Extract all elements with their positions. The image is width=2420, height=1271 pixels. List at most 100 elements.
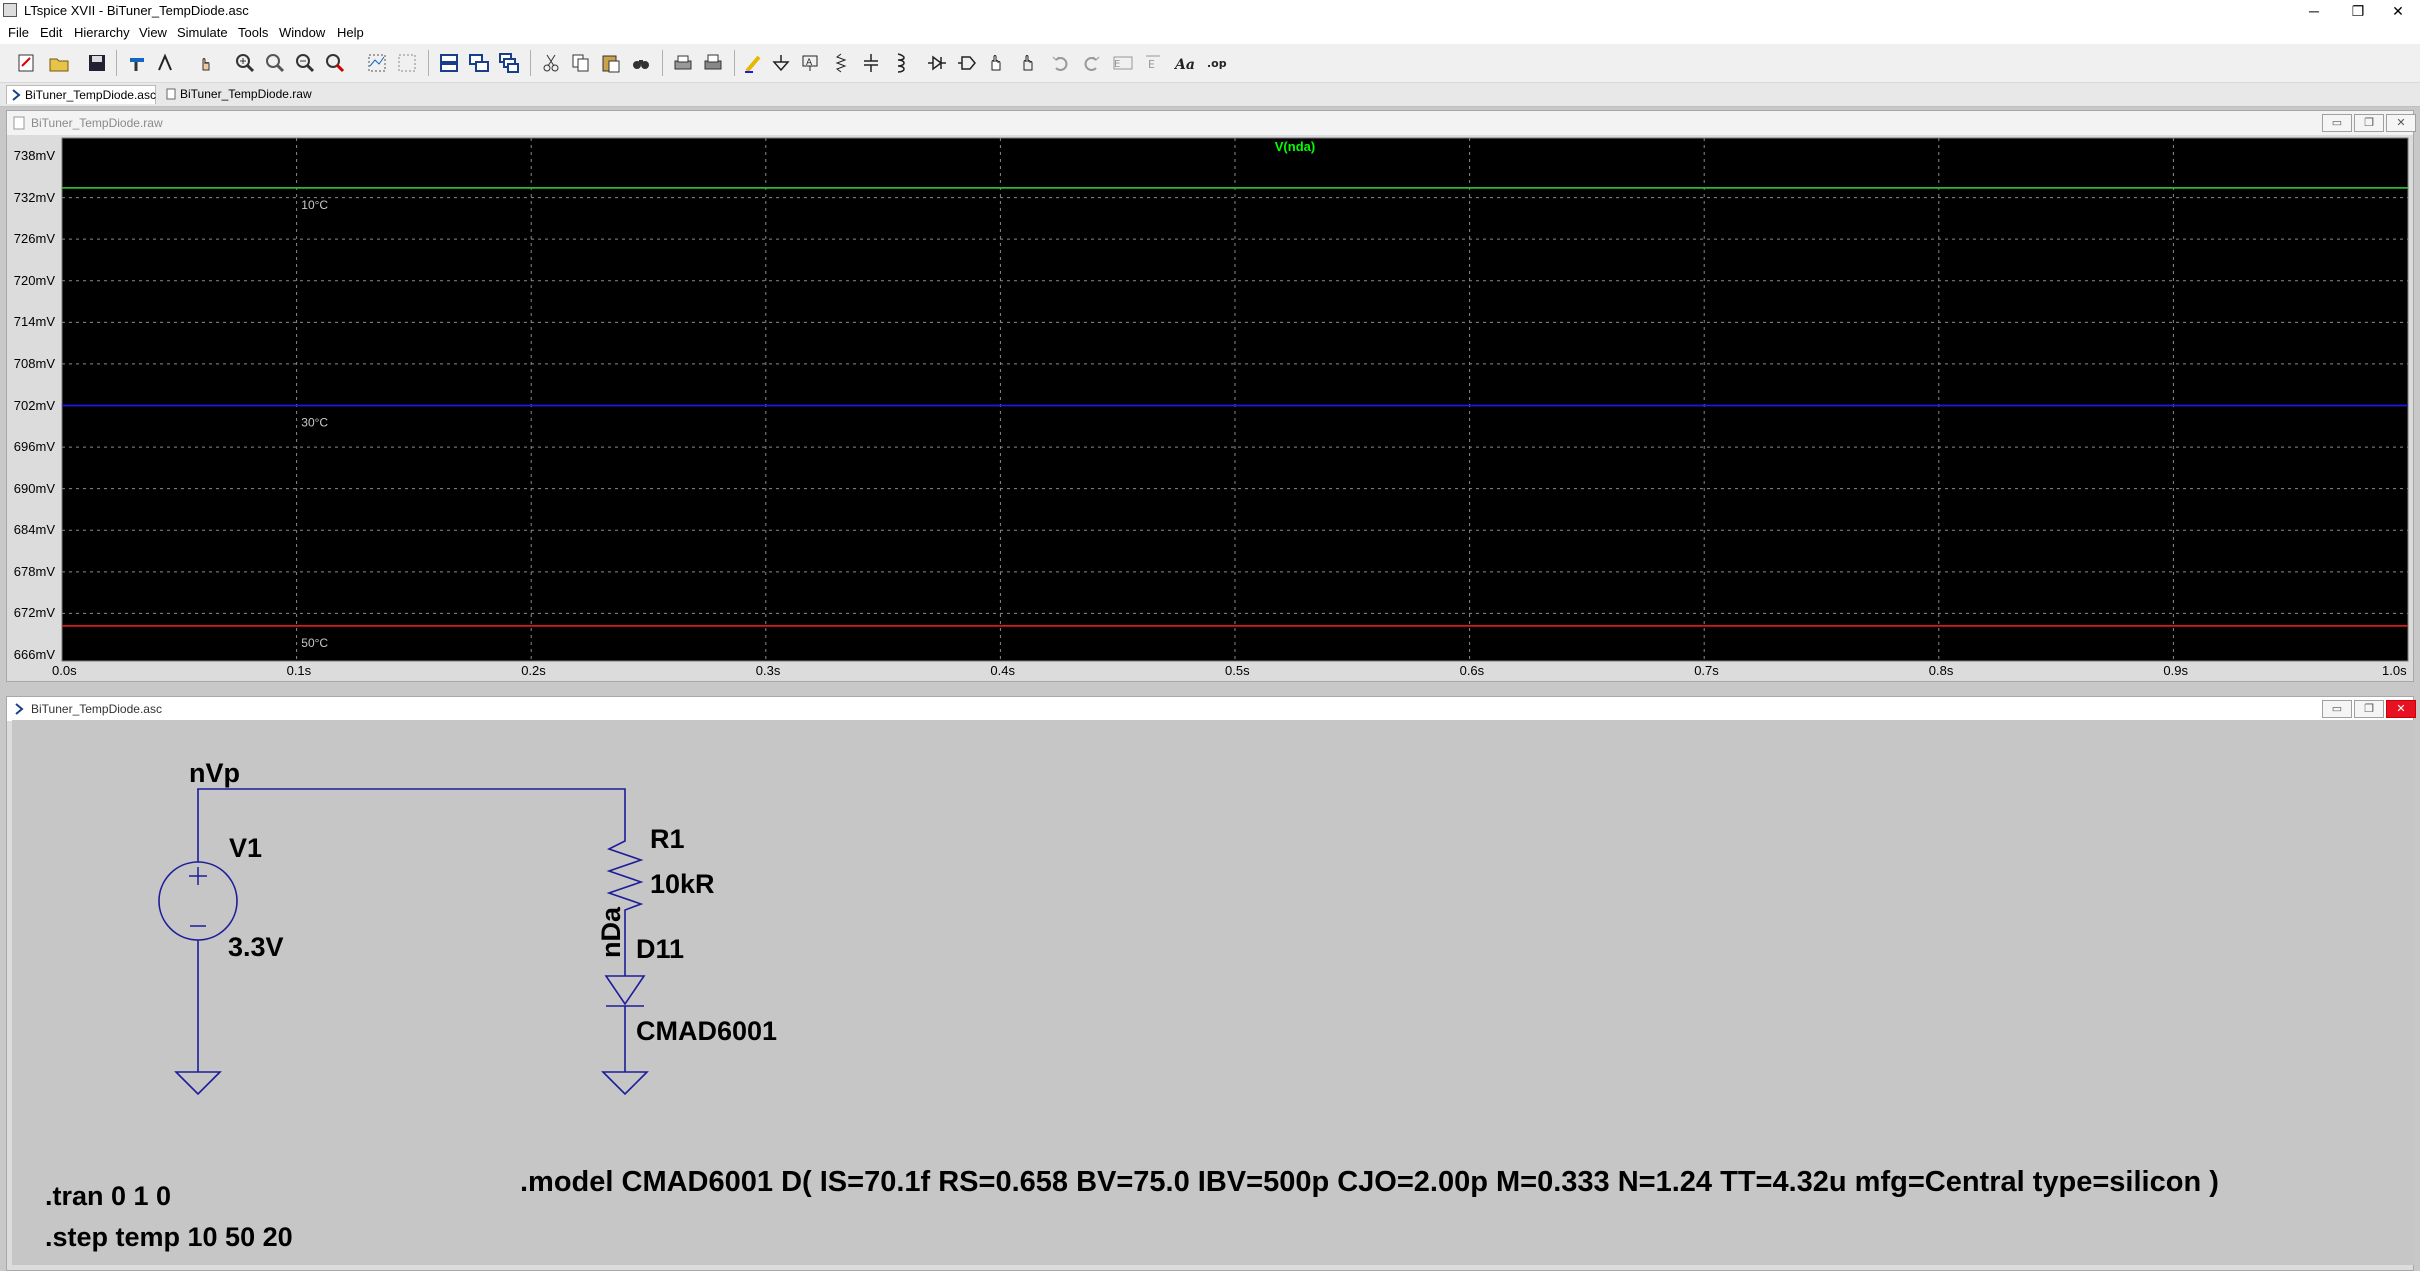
title-bar: LTspice XVII - BiTuner_TempDiode.asc ─ ❐… [0, 0, 2420, 22]
capacitor-icon[interactable] [858, 50, 884, 76]
rotate-icon[interactable]: E [1110, 50, 1136, 76]
v1-name[interactable]: V1 [229, 833, 263, 863]
x-tick-label: 0.3s [755, 663, 781, 678]
new-schematic-icon[interactable] [14, 50, 40, 76]
waveform-restore-button[interactable]: ❐ [2354, 114, 2384, 132]
trace-title[interactable]: V(nda) [1275, 139, 1315, 154]
draw-wire-icon[interactable] [740, 50, 766, 76]
cut-icon[interactable] [538, 50, 564, 76]
halt-icon[interactable] [194, 50, 220, 76]
v1-plus-icon [189, 867, 207, 885]
y-tick-label: 726mV [13, 231, 55, 247]
restore-button[interactable]: ❐ [2351, 3, 2365, 19]
x-tick-label: 0.6s [1459, 663, 1485, 678]
window-title: LTspice XVII - BiTuner_TempDiode.asc [24, 3, 249, 18]
move-icon[interactable] [984, 50, 1010, 76]
tile-vertical-icon[interactable] [466, 50, 492, 76]
y-tick-label: 738mV [13, 148, 55, 163]
autorange-icon[interactable] [364, 50, 390, 76]
menu-window[interactable]: Window [279, 25, 326, 40]
waveform-minimize-button[interactable]: ▭ [2322, 114, 2352, 132]
directive-step[interactable]: .step temp 10 50 20 [45, 1222, 293, 1252]
waveform-close-button[interactable]: ✕ [2386, 114, 2416, 132]
diode-d11-icon[interactable] [604, 975, 646, 1072]
component-icon[interactable] [954, 50, 980, 76]
mirror-icon[interactable]: E [1140, 50, 1166, 76]
menu-bar: File Edit Hierarchy View Simulate Tools … [0, 22, 2420, 44]
menu-tools[interactable]: Tools [238, 25, 269, 40]
r1-value[interactable]: 10kR [650, 869, 715, 899]
menu-edit[interactable]: Edit [40, 25, 63, 40]
control-panel-icon[interactable] [124, 50, 150, 76]
svg-text:Aa: Aa [1174, 57, 1195, 73]
directive-model[interactable]: .model CMAD6001 D( IS=70.1f RS=0.658 BV=… [520, 1166, 2219, 1198]
schematic-minimize-button[interactable]: ▭ [2322, 700, 2352, 718]
series-label: 50°C [301, 636, 328, 650]
zoom-in-icon[interactable] [232, 50, 258, 76]
resistor-r1-icon[interactable] [606, 830, 644, 935]
schematic-window-titlebar: BiTuner_TempDiode.asc ▭ ❐ ✕ [7, 697, 2416, 721]
waveform-tab-icon [166, 88, 176, 100]
tile-horizontal-icon[interactable] [436, 50, 462, 76]
y-tick-label: 708mV [13, 355, 55, 371]
y-tick-label: 672mV [13, 605, 55, 621]
d11-model[interactable]: CMAD6001 [636, 1016, 778, 1046]
v1-value[interactable]: 3.3V [228, 932, 284, 962]
net-label-nda[interactable]: nDa [596, 906, 626, 958]
wire-nvp[interactable] [197, 788, 626, 830]
print-preview-icon[interactable] [700, 50, 726, 76]
series-label: 10°C [301, 198, 328, 212]
diode-icon[interactable] [924, 50, 950, 76]
close-button[interactable]: ✕ [2392, 3, 2404, 19]
save-icon[interactable] [84, 50, 110, 76]
menu-view[interactable]: View [139, 25, 167, 40]
paste-icon[interactable] [598, 50, 624, 76]
net-label-nvp[interactable]: nVp [189, 758, 240, 788]
y-tick-label: 690mV [13, 480, 55, 496]
print-icon[interactable] [670, 50, 696, 76]
find-icon[interactable] [628, 50, 654, 76]
ground-v1-icon[interactable] [174, 1071, 222, 1096]
series-label: 30°C [301, 416, 328, 430]
schematic-close-button[interactable]: ✕ [2386, 700, 2416, 718]
copy-icon[interactable] [568, 50, 594, 76]
zoom-area-icon[interactable] [262, 50, 288, 76]
menu-help[interactable]: Help [337, 25, 364, 40]
waveform-window-title: BiTuner_TempDiode.raw [31, 116, 163, 130]
minimize-button[interactable]: ─ [2309, 3, 2319, 19]
schematic-window-title: BiTuner_TempDiode.asc [31, 702, 162, 716]
tab-waveform[interactable]: BiTuner_TempDiode.raw [162, 85, 312, 104]
x-tick-label: 0.5s [1225, 663, 1250, 678]
cascade-icon[interactable] [496, 50, 522, 76]
x-tick-label: 1.0s [2382, 663, 2407, 678]
drag-icon[interactable] [1016, 50, 1042, 76]
undo-icon[interactable] [1048, 50, 1074, 76]
menu-file[interactable]: File [8, 25, 29, 40]
ground-icon[interactable] [768, 50, 794, 76]
label-net-icon[interactable]: A [798, 50, 824, 76]
spice-directive-icon[interactable]: .op [1204, 50, 1230, 76]
run-icon[interactable] [152, 50, 178, 76]
x-tick-label: 0.9s [2163, 663, 2188, 678]
menu-simulate[interactable]: Simulate [177, 25, 228, 40]
directive-tran[interactable]: .tran 0 1 0 [45, 1181, 172, 1211]
zoom-out-icon[interactable] [292, 50, 318, 76]
menu-hierarchy[interactable]: Hierarchy [74, 25, 130, 40]
schematic-canvas[interactable]: nVp V1 3.3V R1 10kR nDa D11 CMAD6001 .tr… [12, 720, 2414, 1265]
ground-d11-icon[interactable] [601, 1071, 649, 1096]
y-tick-label: 732mV [13, 189, 55, 205]
tab-schematic-label: BiTuner_TempDiode.asc [25, 88, 156, 102]
redo-icon[interactable] [1078, 50, 1104, 76]
x-tick-label: 0.8s [1928, 663, 1954, 678]
schematic-restore-button[interactable]: ❐ [2354, 700, 2384, 718]
open-file-icon[interactable] [46, 50, 72, 76]
d11-name[interactable]: D11 [636, 934, 685, 964]
resistor-icon[interactable] [828, 50, 854, 76]
zoom-fit-icon[interactable] [322, 50, 348, 76]
waveform-plot[interactable]: V(nda) 10°C 30°C 50°C [61, 137, 2409, 662]
plot-settings-icon[interactable] [394, 50, 420, 76]
r1-name[interactable]: R1 [650, 824, 685, 854]
inductor-icon[interactable] [888, 50, 914, 76]
tab-schematic[interactable]: BiTuner_TempDiode.asc [6, 85, 156, 104]
text-icon[interactable]: Aa [1172, 50, 1198, 76]
